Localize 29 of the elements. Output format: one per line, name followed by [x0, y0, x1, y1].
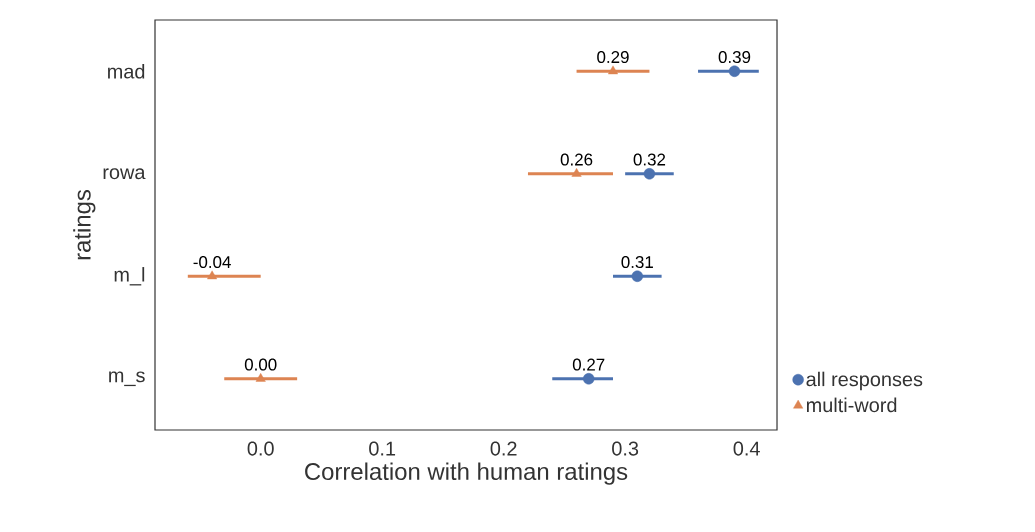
legend-label: all responses	[806, 371, 923, 391]
x-tick-label: 0.2	[490, 441, 517, 456]
x-axis-title: Correlation with human ratings	[305, 462, 628, 485]
point	[583, 373, 595, 385]
point	[728, 65, 741, 77]
data-label: 0.00	[244, 358, 277, 371]
legend-label: multi-word	[806, 397, 897, 413]
data-label: -0.04	[193, 256, 231, 269]
data-label: 0.32	[633, 153, 666, 166]
data-label: 0.29	[597, 51, 629, 64]
data-label: 0.26	[560, 153, 593, 166]
y-tick-label: rowa	[103, 168, 146, 180]
point	[608, 65, 618, 75]
data-label: 0.31	[621, 256, 653, 269]
point	[571, 168, 582, 177]
x-tick-label: 0.1	[369, 441, 396, 456]
point	[631, 270, 643, 282]
x-tick-label: 0.4	[733, 441, 760, 456]
data-label: 0.39	[718, 51, 751, 64]
y-tick-label: m_l	[114, 267, 145, 286]
point	[207, 270, 218, 280]
point	[643, 168, 656, 180]
x-tick-label: 0.0	[247, 441, 274, 456]
data-label: 0.27	[572, 358, 605, 371]
x-tick-label: 0.3	[612, 441, 639, 456]
point	[255, 373, 266, 382]
y-tick-label: mad	[108, 63, 145, 79]
y-axis-title: ratings	[73, 189, 96, 260]
y-tick-label: m_s	[109, 371, 145, 387]
